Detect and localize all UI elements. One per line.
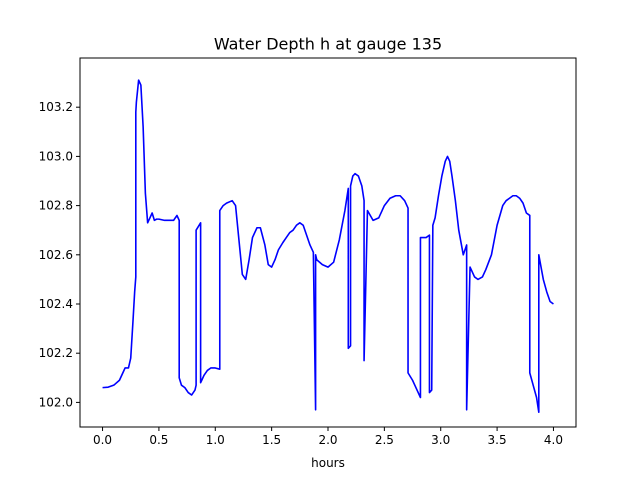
y-tick-label: 102.8 [39,199,73,213]
x-tick-label: 4.0 [544,433,563,447]
axes: 0.0 0.5 1.0 1.5 2.0 2.5 3.0 3.5 4.0 102.0 102.2 102… [39,57,577,447]
x-tick-label: 2.0 [318,433,337,447]
y-tick-label: 102.6 [39,248,73,262]
y-tick-label: 102.0 [39,395,73,409]
x-tick-label: 1.5 [262,433,281,447]
y-tick-label: 103.2 [39,100,73,114]
x-tick-label: 3.0 [431,433,450,447]
x-tick-label: 0.0 [93,433,112,447]
y-tick-label: 102.4 [39,297,73,311]
x-tick-label: 0.5 [149,433,168,447]
chart-title: Water Depth h at gauge 135 [214,35,442,54]
x-tick-label: 1.0 [206,433,225,447]
x-axis-label: hours [311,456,345,470]
series-line-0 [102,79,554,414]
x-tick-label: 2.5 [375,433,394,447]
x-tick-label: 3.5 [488,433,507,447]
y-tick-label: 103.0 [39,149,73,163]
plot-area [102,79,554,414]
y-tick-label: 102.2 [39,346,73,360]
